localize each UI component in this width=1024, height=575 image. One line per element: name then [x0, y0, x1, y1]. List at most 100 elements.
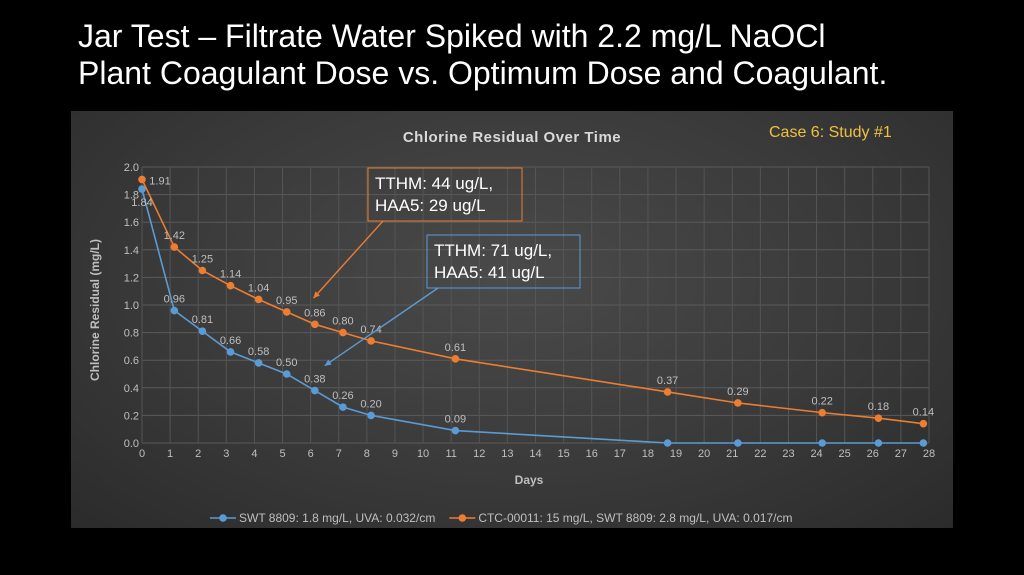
data-point [367, 337, 375, 345]
data-label: 0.58 [248, 346, 269, 358]
annotation-arrowhead [324, 359, 332, 366]
y-tick-label: 0.8 [124, 328, 139, 340]
x-tick-label: 18 [642, 448, 654, 460]
legend-marker [219, 514, 227, 522]
slide-title: Jar Test – Filtrate Water Spiked with 2.… [78, 18, 887, 92]
x-tick-label: 14 [529, 448, 541, 460]
slide-title-line-2: Plant Coagulant Dose vs. Optimum Dose an… [78, 55, 888, 91]
annotation-arrow-line [324, 287, 439, 367]
case-label: Case 6: Study #1 [769, 124, 892, 141]
data-point [663, 388, 672, 396]
y-tick-label: 0.2 [124, 410, 139, 422]
x-tick-label: 10 [417, 448, 429, 460]
chart-title: Chlorine Residual Over Time [403, 129, 621, 146]
y-axis-title: Chlorine Residual (mg/L) [88, 239, 102, 381]
data-point [734, 439, 742, 447]
y-tick-label: 1.0 [124, 300, 139, 312]
data-point [311, 320, 319, 329]
y-tick-label: 0.6 [124, 355, 139, 367]
data-point [170, 306, 179, 315]
x-tick-label: 1 [167, 448, 173, 460]
data-point [254, 295, 263, 304]
x-tick-label: 20 [698, 448, 710, 460]
data-point [198, 266, 207, 275]
data-label: 0.74 [360, 324, 381, 336]
data-label: 0.80 [332, 316, 353, 328]
x-tick-label: 22 [754, 448, 766, 460]
x-tick-label: 3 [223, 448, 229, 460]
x-tick-label: 26 [867, 448, 879, 460]
data-label: 1.84 [131, 197, 152, 209]
data-point [226, 348, 235, 356]
data-point [734, 399, 742, 407]
data-point [170, 243, 179, 251]
annotation-text: HAA5: 29 ug/L [375, 196, 486, 215]
data-point [919, 439, 928, 447]
data-point [451, 426, 460, 435]
x-tick-label: 19 [670, 448, 682, 460]
data-label: 1.42 [164, 230, 185, 242]
x-tick-label: 8 [364, 448, 370, 460]
data-point [451, 355, 460, 363]
data-point [138, 185, 146, 193]
y-tick-label: 1.4 [124, 245, 139, 257]
x-tick-label: 21 [726, 448, 738, 460]
data-point [339, 403, 347, 411]
annotation-text: TTHM: 44 ug/L, [375, 174, 493, 193]
x-tick-label: 28 [923, 448, 935, 460]
x-tick-label: 7 [336, 448, 342, 460]
data-point [226, 281, 235, 290]
y-tick-label: 0.0 [124, 438, 139, 450]
x-tick-label: 6 [308, 448, 314, 460]
data-point [874, 414, 883, 422]
data-label: 0.09 [445, 414, 466, 426]
data-label: 1.25 [192, 254, 213, 266]
x-tick-label: 25 [839, 448, 851, 460]
data-label: 0.50 [276, 357, 297, 369]
x-tick-label: 11 [445, 448, 456, 460]
annotation-text: TTHM: 71 ug/L, [434, 241, 552, 260]
data-label: 1.91 [149, 175, 170, 187]
data-label: 0.26 [332, 390, 353, 402]
y-tick-label: 0.4 [124, 383, 139, 395]
x-tick-label: 15 [557, 448, 569, 460]
data-point [818, 408, 826, 417]
data-label: 1.04 [248, 282, 269, 294]
slide-title-line-1: Jar Test – Filtrate Water Spiked with 2.… [78, 18, 826, 54]
data-label: 0.86 [304, 307, 325, 319]
data-point [339, 328, 347, 337]
data-label: 1.14 [220, 269, 241, 281]
y-tick-label: 1.2 [124, 272, 139, 284]
annotation-box [367, 167, 523, 222]
data-label: 0.81 [192, 314, 213, 326]
data-point [663, 439, 672, 447]
annotation-arrow-line [312, 220, 384, 299]
data-point [138, 175, 146, 184]
x-tick-label: 12 [473, 448, 485, 460]
data-label: 0.66 [220, 335, 241, 347]
data-point [874, 439, 883, 447]
data-label: 0.29 [727, 386, 748, 398]
x-tick-label: 2 [195, 448, 201, 460]
y-tick-label: 1.6 [124, 217, 139, 229]
series-line [141, 188, 924, 444]
x-tick-label: 0 [139, 448, 145, 460]
y-tick-label: 2.0 [124, 162, 139, 174]
data-label: 0.61 [445, 342, 466, 354]
legend-entry: SWT 8809: 1.8 mg/L, UVA: 0.032/cm [239, 511, 435, 525]
x-axis-title: Days [515, 473, 544, 487]
data-label: 0.14 [913, 407, 934, 419]
annotation-box [426, 234, 581, 289]
x-tick-label: 13 [501, 448, 513, 460]
y-tick-label: 1.8 [124, 190, 139, 202]
x-tick-label: 17 [614, 448, 626, 460]
x-tick-label: 24 [810, 448, 822, 460]
data-point [254, 359, 263, 367]
x-tick-label: 9 [392, 448, 398, 460]
data-label: 0.22 [811, 396, 832, 408]
data-point [919, 419, 928, 428]
annotation-text: HAA5: 41 ug/L [434, 263, 545, 282]
x-tick-label: 4 [251, 448, 257, 460]
data-label: 0.20 [360, 398, 381, 410]
